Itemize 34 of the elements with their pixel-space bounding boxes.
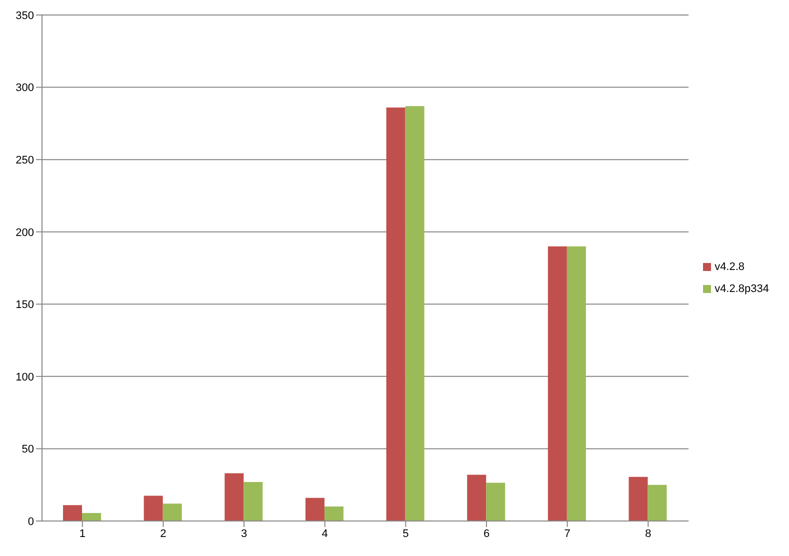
bar (566, 246, 586, 521)
y-tick-label: 300 (16, 82, 34, 94)
bar (244, 482, 263, 521)
x-tick-label: 4 (322, 528, 328, 540)
bar (386, 108, 406, 521)
legend-label: v4.2.8p334 (714, 283, 769, 295)
x-tick-label: 7 (564, 528, 570, 540)
x-tick-label: 8 (645, 528, 652, 540)
bar (648, 484, 667, 521)
x-tick-label: 1 (79, 528, 86, 540)
bar (548, 246, 567, 521)
bar (144, 496, 163, 521)
x-tick-label: 2 (160, 528, 166, 540)
y-tick-label: 50 (22, 444, 34, 456)
legend-label: v4.2.8 (714, 261, 745, 273)
y-tick-label: 0 (28, 516, 34, 528)
y-tick-label: 100 (16, 371, 34, 384)
x-tick-label: 6 (483, 528, 490, 540)
y-tick-label: 250 (16, 154, 34, 166)
x-tick-label: 3 (240, 528, 248, 540)
bar (63, 505, 82, 521)
y-tick-label: 150 (16, 299, 34, 312)
y-tick-label: 350 (16, 10, 34, 22)
bar (467, 474, 486, 521)
bar (486, 482, 506, 521)
bar (82, 513, 102, 521)
bar (628, 476, 648, 521)
y-tick-label: 200 (16, 226, 34, 239)
x-tick-label: 5 (402, 528, 409, 540)
bar (224, 473, 244, 521)
bar (324, 506, 344, 521)
bar (305, 498, 324, 521)
bar (162, 504, 182, 521)
bar (405, 106, 424, 521)
